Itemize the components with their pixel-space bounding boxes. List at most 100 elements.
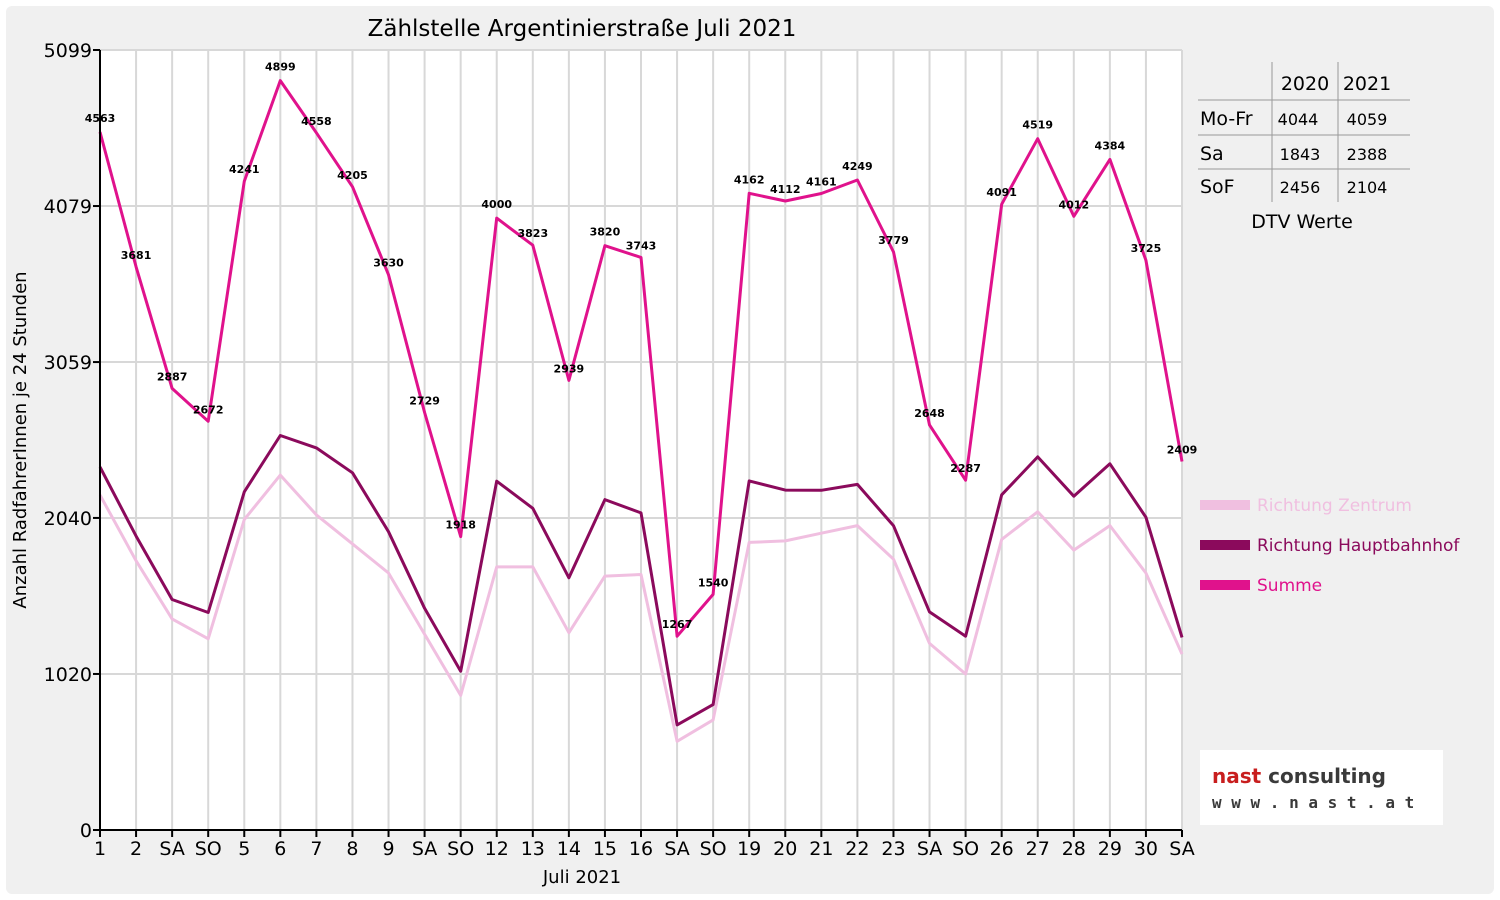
data-labels: 4563 3681 2887 2672 4241 4899 4558 4205 3630 2729… <box>85 61 1198 632</box>
x-tick-label: SA <box>917 838 942 860</box>
x-tick-label: 30 <box>1134 838 1158 860</box>
data-label: 4899 <box>265 61 296 74</box>
dtv-cell: 2104 <box>1347 178 1388 197</box>
legend-label-summe: Summe <box>1257 576 1322 596</box>
x-tick-label: 12 <box>485 838 509 860</box>
data-label: 4563 <box>85 112 116 125</box>
logo-line1-rest: consulting <box>1268 764 1386 788</box>
series-line-richtung-hauptbahnhof <box>98 434 1184 727</box>
dtv-table: 2020 2021 Mo-Fr 4044 4059 Sa 1843 2388 S… <box>1198 62 1410 233</box>
data-label: 4012 <box>1058 198 1089 211</box>
data-label: 4162 <box>734 173 765 186</box>
axes <box>93 49 1183 837</box>
x-tick-label: 2 <box>130 838 142 860</box>
x-tick-label: 13 <box>521 838 545 860</box>
dtv-header-2021: 2021 <box>1343 73 1391 95</box>
logo-url: w w w . n a s t . a t <box>1212 793 1414 812</box>
data-label: 1540 <box>698 576 729 589</box>
x-tick-label: 15 <box>593 838 617 860</box>
data-label: 4205 <box>337 169 368 182</box>
legend-label-hauptbahnhof: Richtung Hauptbahnhof <box>1257 536 1460 556</box>
dtv-row-label: Mo-Fr <box>1200 108 1253 130</box>
x-tick-label: SO <box>447 838 474 860</box>
x-tick-labels: 1 2 SA SO 5 6 7 8 9 SA SO 12 13 14 15 16 SA SO 19 20 21 22 23 S… <box>94 838 1195 860</box>
data-label: 1267 <box>662 618 693 631</box>
data-label: 2409 <box>1167 443 1198 456</box>
x-tick-label: 8 <box>346 838 358 860</box>
data-label: 3630 <box>373 257 404 270</box>
data-label: 4000 <box>481 198 512 211</box>
x-axis-label: Juli 2021 <box>542 867 621 888</box>
data-label: 2939 <box>554 362 585 375</box>
grid-lines <box>100 49 1183 830</box>
x-tick-label: SA <box>159 838 184 860</box>
data-label: 4384 <box>1095 139 1126 152</box>
y-tick-label: 5099 <box>44 40 92 62</box>
nast-consulting-logo: nast consulting w w w . n a s t . a t <box>1200 750 1443 825</box>
data-label: 2648 <box>914 407 945 420</box>
y-tick-label: 0 <box>80 820 92 842</box>
x-tick-label: 16 <box>629 838 653 860</box>
x-tick-label: 7 <box>310 838 322 860</box>
y-tick-labels: 0 1020 2040 3059 4079 5099 <box>44 40 92 842</box>
x-tick-label: SO <box>952 838 979 860</box>
x-tick-label: 6 <box>274 838 286 860</box>
data-label: 1918 <box>445 519 476 532</box>
series-lines <box>98 79 1184 743</box>
logo-text: nast consulting <box>1212 764 1386 788</box>
y-tick-label: 3059 <box>44 352 92 374</box>
dtv-row-label: SoF <box>1200 176 1235 198</box>
data-label: 4249 <box>842 160 873 173</box>
series-line-summe <box>98 79 1184 638</box>
dtv-cell: 4044 <box>1278 110 1319 129</box>
dtv-caption: DTV Werte <box>1251 211 1353 233</box>
x-tick-label: 23 <box>881 838 905 860</box>
logo-line1: nast <box>1212 764 1262 788</box>
data-label: 3779 <box>878 234 909 247</box>
x-tick-label: 9 <box>382 838 394 860</box>
x-tick-label: 21 <box>809 838 833 860</box>
x-tick-label: 19 <box>737 838 761 860</box>
data-label: 4558 <box>301 115 332 128</box>
x-tick-label: 20 <box>773 838 797 860</box>
data-label: 2887 <box>157 370 188 383</box>
y-tick-label: 4079 <box>44 196 92 218</box>
data-label: 4519 <box>1022 119 1053 132</box>
x-tick-label: 28 <box>1062 838 1086 860</box>
chart-title: Zählstelle Argentinierstraße Juli 2021 <box>368 16 797 42</box>
y-tick-label: 1020 <box>44 664 92 686</box>
dtv-cell: 2388 <box>1347 145 1388 164</box>
data-label: 3820 <box>590 226 621 239</box>
x-tick-label: 26 <box>990 838 1014 860</box>
legend-swatch-summe <box>1200 580 1250 590</box>
legend-swatch-hauptbahnhof <box>1200 540 1250 550</box>
x-tick-label: 14 <box>557 838 581 860</box>
x-tick-label: SA <box>664 838 689 860</box>
y-axis-label: Anzahl RadfahrerInnen je 24 Stunden <box>10 271 31 608</box>
x-tick-label: SO <box>195 838 222 860</box>
data-label: 3681 <box>121 249 152 262</box>
x-tick-label: SA <box>1169 838 1194 860</box>
data-label: 4161 <box>806 175 837 188</box>
legend-swatch-zentrum <box>1200 500 1250 510</box>
legend-label-zentrum: Richtung Zentrum <box>1257 496 1412 516</box>
legend: Richtung Zentrum Richtung Hauptbahnhof S… <box>1200 496 1460 596</box>
data-label: 2729 <box>409 395 440 408</box>
x-tick-label: SA <box>412 838 437 860</box>
data-label: 3823 <box>517 227 548 240</box>
data-label: 2287 <box>950 462 981 475</box>
data-label: 2672 <box>193 403 224 416</box>
dtv-cell: 2456 <box>1280 178 1321 197</box>
data-label: 3743 <box>626 239 657 252</box>
y-tick-label: 2040 <box>44 508 92 530</box>
x-tick-label: 29 <box>1098 838 1122 860</box>
x-tick-label: 22 <box>845 838 869 860</box>
series-line-richtung-zentrum <box>98 473 1184 743</box>
dtv-cell: 1843 <box>1280 145 1321 164</box>
x-tick-label: 5 <box>238 838 250 860</box>
dtv-cell: 4059 <box>1347 110 1388 129</box>
data-label: 4112 <box>770 183 801 196</box>
data-label: 4241 <box>229 163 260 176</box>
dtv-row-label: Sa <box>1200 143 1224 165</box>
